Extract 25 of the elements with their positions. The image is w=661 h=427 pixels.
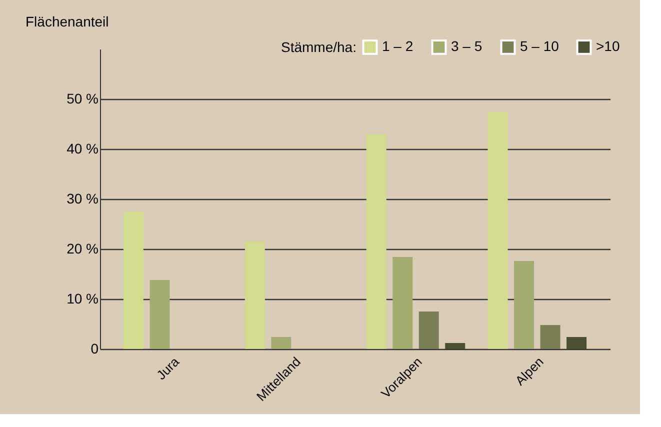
legend-label: 1 – 2 [382,38,414,54]
bar [445,343,466,349]
legend-label: 5 – 10 [520,38,560,54]
bar [418,312,439,349]
bar [366,134,386,349]
legend-title: Stämme/ha: [281,39,356,55]
legend-label: 3 – 5 [451,38,482,54]
bar [271,337,292,349]
y-tick-label: 20 % [66,240,98,256]
bar [514,261,534,349]
bar [244,242,265,349]
y-tick-label: 50 % [66,90,98,106]
bar [566,337,587,349]
y-tick-label: 0 [90,340,99,356]
bar [123,212,144,349]
legend-label: >10 [596,38,620,54]
bar [540,325,560,349]
bar [150,280,170,349]
y-tick-label: 40 % [66,140,98,156]
x-tick-label: Jura [154,354,183,383]
y-tick-label: 10 % [66,290,98,306]
bar [488,112,508,349]
bar [392,257,413,349]
y-axis-title: Flächenanteil [26,14,109,30]
y-tick-label: 30 % [66,190,98,206]
